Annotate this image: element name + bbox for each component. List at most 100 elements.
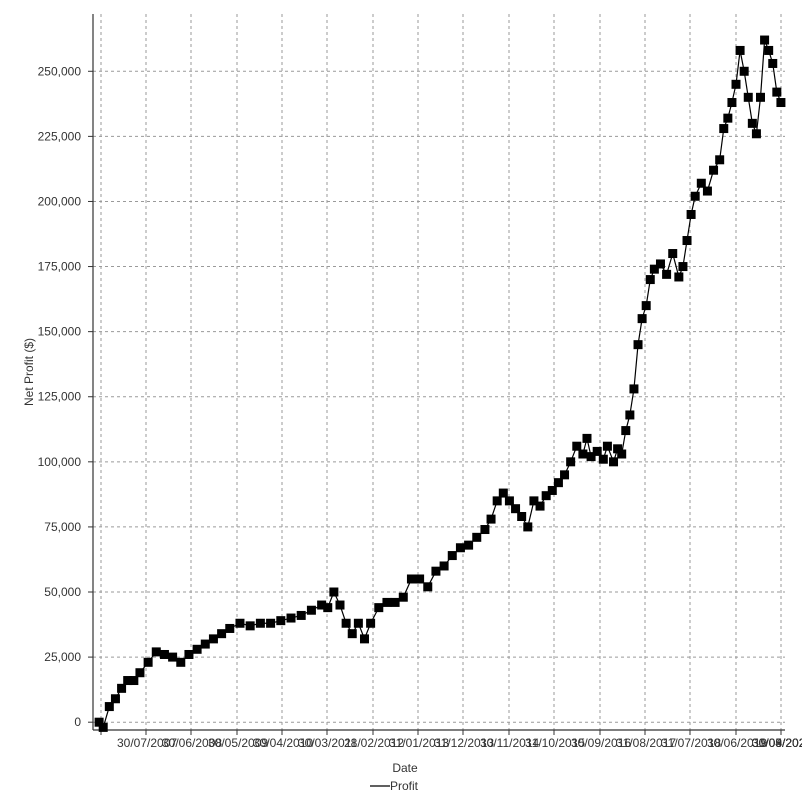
- y-axis-title: Net Profit ($): [22, 338, 36, 406]
- x-tick-label: 31/07/2018: [661, 736, 721, 750]
- data-point-marker: [560, 470, 570, 480]
- data-point-marker: [541, 491, 551, 501]
- data-point-marker: [423, 582, 433, 592]
- data-point-marker: [431, 566, 441, 576]
- data-point-marker: [553, 478, 563, 488]
- y-tick-label: 0: [74, 715, 81, 729]
- data-point-marker: [662, 269, 672, 279]
- y-tick-label: 75,000: [44, 520, 81, 534]
- data-point-marker: [184, 649, 194, 659]
- x-tick-label: 30/03/2011: [298, 736, 357, 750]
- data-point-marker: [609, 457, 619, 467]
- data-point-marker: [586, 452, 596, 462]
- data-point-marker: [629, 384, 639, 394]
- data-point-marker: [776, 98, 786, 108]
- legend-label-profit: Profit: [390, 779, 419, 793]
- x-tick-label: 31/08/2017: [616, 736, 676, 750]
- data-point-marker: [727, 98, 737, 108]
- data-point-marker: [743, 92, 753, 102]
- x-tick-label: 30/04/2021: [752, 736, 802, 750]
- data-point-marker: [715, 155, 725, 165]
- data-point-marker: [98, 722, 108, 732]
- x-tick-label: 31/01/2013: [389, 736, 449, 750]
- data-point-marker: [649, 264, 659, 274]
- y-tick-label: 25,000: [44, 650, 81, 664]
- data-point-marker: [760, 35, 770, 45]
- data-point-marker: [472, 532, 482, 542]
- data-point-marker: [625, 410, 635, 420]
- y-tick-label: 125,000: [38, 390, 82, 404]
- data-point-marker: [286, 613, 296, 623]
- data-point-marker: [751, 129, 761, 139]
- data-point-marker: [390, 597, 400, 607]
- data-point-marker: [329, 587, 339, 597]
- data-point-marker: [739, 66, 749, 76]
- data-point-marker: [192, 644, 202, 654]
- x-tick-label: 30/07/2007: [117, 736, 177, 750]
- data-point-marker: [235, 618, 245, 628]
- data-point-marker: [690, 191, 700, 201]
- data-point-marker: [498, 488, 508, 498]
- data-point-marker: [323, 603, 333, 613]
- data-point-marker: [535, 501, 545, 511]
- data-point-marker: [439, 561, 449, 571]
- data-point-marker: [159, 649, 169, 659]
- data-point-marker: [255, 618, 265, 628]
- x-tick-label: 31/12/2013: [434, 736, 494, 750]
- data-point-marker: [225, 623, 235, 633]
- y-tick-label: 250,000: [38, 64, 82, 78]
- data-point-marker: [296, 610, 306, 620]
- y-tick-label: 50,000: [44, 585, 81, 599]
- x-tick-label: 31/05/2020: [752, 736, 802, 750]
- data-point-marker: [633, 340, 643, 350]
- data-point-marker: [398, 592, 408, 602]
- data-point-marker: [306, 605, 316, 615]
- data-point-marker: [110, 694, 120, 704]
- data-point-marker: [572, 441, 582, 451]
- data-point-marker: [523, 522, 533, 532]
- data-point-marker: [135, 668, 145, 678]
- data-point-marker: [655, 259, 665, 269]
- data-point-marker: [723, 113, 733, 123]
- data-point-marker: [176, 657, 186, 667]
- x-tick-label: 30/05/2009: [208, 736, 268, 750]
- data-point-marker: [117, 683, 127, 693]
- x-tick-label: 30/11/2014: [480, 736, 539, 750]
- data-point-marker: [678, 262, 688, 272]
- x-tick-label: 31/10/2015: [525, 736, 585, 750]
- data-point-marker: [756, 92, 765, 102]
- data-point-marker: [621, 426, 631, 436]
- y-tick-label: 175,000: [38, 260, 82, 274]
- data-point-marker: [480, 525, 490, 535]
- data-point-marker: [641, 301, 651, 311]
- data-point-marker: [686, 209, 696, 219]
- data-point-marker: [529, 496, 539, 506]
- data-point-marker: [104, 702, 114, 712]
- data-point-marker: [547, 485, 557, 495]
- data-point-marker: [702, 186, 712, 196]
- x-tick-label: 30/06/2008: [162, 736, 222, 750]
- data-point-marker: [447, 551, 457, 561]
- data-point-marker: [517, 512, 527, 521]
- data-point-marker: [674, 272, 684, 282]
- data-point-marker: [347, 629, 357, 639]
- data-point-marker: [455, 543, 465, 553]
- grid-layer: [93, 14, 785, 730]
- y-tick-label: 150,000: [38, 325, 82, 339]
- data-point-marker: [168, 652, 178, 662]
- data-point-marker: [582, 433, 592, 443]
- data-point-marker: [617, 449, 627, 459]
- data-point-marker: [682, 236, 692, 246]
- data-point-marker: [637, 314, 647, 324]
- x-tick-label: 30/04/2010: [253, 736, 313, 750]
- x-tick-label: 30/09/2022: [752, 736, 802, 750]
- data-point-marker: [566, 457, 576, 467]
- data-point-marker: [578, 449, 588, 459]
- data-point-marker: [359, 634, 369, 644]
- legend-layer: Profit: [370, 779, 419, 793]
- data-point-marker: [382, 597, 392, 607]
- data-point-marker: [602, 441, 612, 451]
- data-point-marker: [486, 514, 496, 524]
- x-axis-title: Date: [392, 761, 418, 775]
